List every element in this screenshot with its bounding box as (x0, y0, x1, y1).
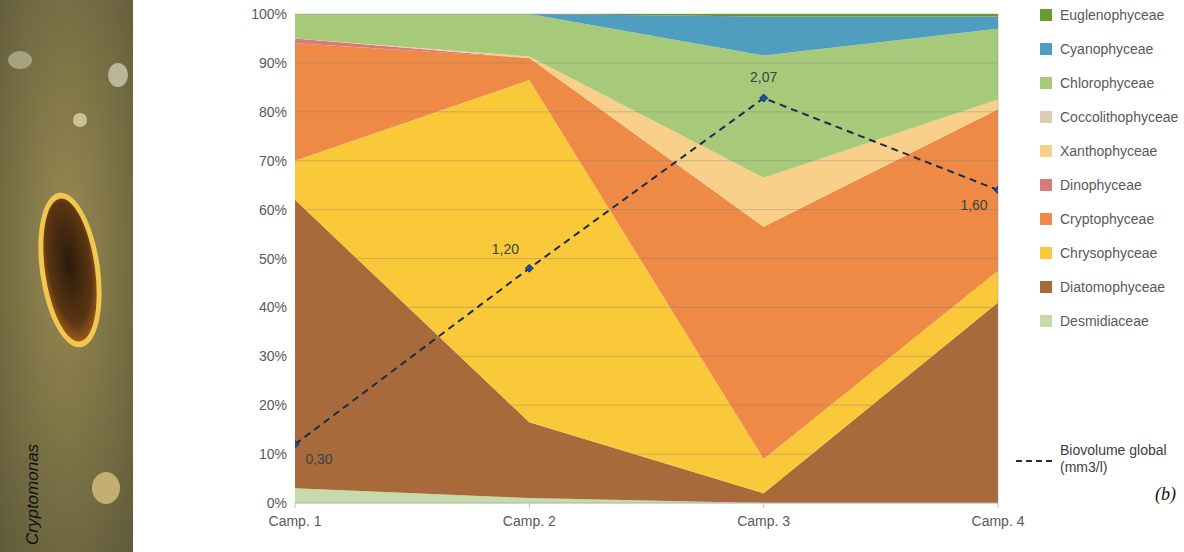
legend-label: Cryptophyceae (1060, 211, 1154, 227)
grid-line (295, 62, 998, 63)
grid-line (295, 258, 998, 259)
y-tick-label: 90% (259, 55, 287, 71)
legend-label: Euglenophyceae (1060, 7, 1165, 23)
grid-line (295, 405, 998, 406)
legend-label: Coccolithophyceae (1060, 109, 1179, 125)
legend-label: Chrysophyceae (1060, 245, 1157, 261)
x-tick (529, 503, 530, 508)
line-layer (295, 94, 998, 448)
x-tick-label: Camp. 2 (503, 513, 556, 529)
y-tick-label: 0% (267, 495, 287, 511)
legend-label: Desmidiaceae (1060, 313, 1149, 329)
legend: Euglenophyceae Cyanophyceae Chlorophyceae C… (1016, 7, 1179, 475)
panel-label: (b) (1155, 484, 1176, 505)
grid-line (295, 454, 998, 455)
y-tick-label: 20% (259, 397, 287, 413)
photo-background (0, 0, 133, 552)
legend-label: Diatomophyceae (1060, 279, 1165, 295)
photo-panel: Cryptomonas (0, 0, 133, 552)
grid-line (295, 209, 998, 210)
grid: 0% 10% 20% 30% 40% 50% 60% 70% 80% 90% 100% Camp. 1… (251, 6, 1024, 529)
data-label: 1,60 (960, 197, 987, 213)
legend-swatch (1040, 111, 1052, 123)
grid-line (295, 503, 998, 504)
chart-root: Cryptomonas 0% 10% 20% 30% 40% 50% 60% 70% 80% 90%… (0, 0, 1184, 552)
grid-line (295, 160, 998, 161)
y-tick-label: 70% (259, 153, 287, 169)
x-tick-label: Camp. 4 (972, 513, 1025, 529)
grid-line (295, 307, 998, 308)
y-tick-label: 100% (251, 6, 287, 22)
legend-label: Chlorophyceae (1060, 75, 1154, 91)
y-tick-label: 50% (259, 251, 287, 267)
grid-line (295, 14, 998, 15)
x-axis-line (295, 503, 998, 504)
legend-swatch (1040, 9, 1052, 21)
data-label: 1,20 (492, 241, 519, 257)
photo-cell-rim (29, 189, 110, 352)
y-tick-label: 60% (259, 202, 287, 218)
legend-swatch (1040, 247, 1052, 259)
line-marker (760, 94, 768, 102)
y-tick-label: 80% (259, 104, 287, 120)
area-series (295, 14, 998, 16)
legend-swatch (1040, 213, 1052, 225)
data-label: 2,07 (750, 69, 777, 85)
x-tick-label: Camp. 3 (737, 513, 790, 529)
area-series (295, 14, 998, 178)
photo-cell (35, 195, 105, 345)
data-label: 0,30 (305, 451, 332, 467)
data-labels: 0,30 1,20 2,07 1,60 (305, 69, 987, 467)
y-tick-label: 10% (259, 446, 287, 462)
legend-swatch (1040, 43, 1052, 55)
legend-swatch (1040, 281, 1052, 293)
x-tick (998, 503, 999, 508)
line-marker (994, 186, 998, 194)
legend-label: Dinophyceae (1060, 177, 1142, 193)
x-tick (295, 503, 296, 508)
y2-axis-line (998, 14, 999, 503)
line-marker (295, 440, 299, 448)
photo-label: Cryptomonas (23, 443, 42, 545)
photo-particle (108, 63, 128, 87)
legend-label: Biovolume global(mm3/l) (1060, 442, 1167, 475)
grid-line (295, 356, 998, 357)
legend-swatch (1040, 179, 1052, 191)
legend-label: Xanthophyceae (1060, 143, 1158, 159)
legend-label: Cyanophyceae (1060, 41, 1154, 57)
y-tick-label: 30% (259, 348, 287, 364)
line-marker (525, 264, 533, 272)
legend-swatch (1040, 77, 1052, 89)
line-series (295, 98, 998, 444)
legend-swatch (1040, 145, 1052, 157)
legend-swatch (1040, 315, 1052, 327)
grid-line (295, 111, 998, 112)
plot-data (295, 14, 998, 503)
x-tick (763, 503, 764, 508)
photo-particle (73, 113, 87, 127)
photo-particle (8, 51, 32, 69)
y-tick-label: 40% (259, 299, 287, 315)
photo-particle (92, 472, 120, 504)
legend-line (1016, 460, 1054, 462)
area-series (295, 14, 998, 56)
x-tick-label: Camp. 1 (269, 513, 322, 529)
